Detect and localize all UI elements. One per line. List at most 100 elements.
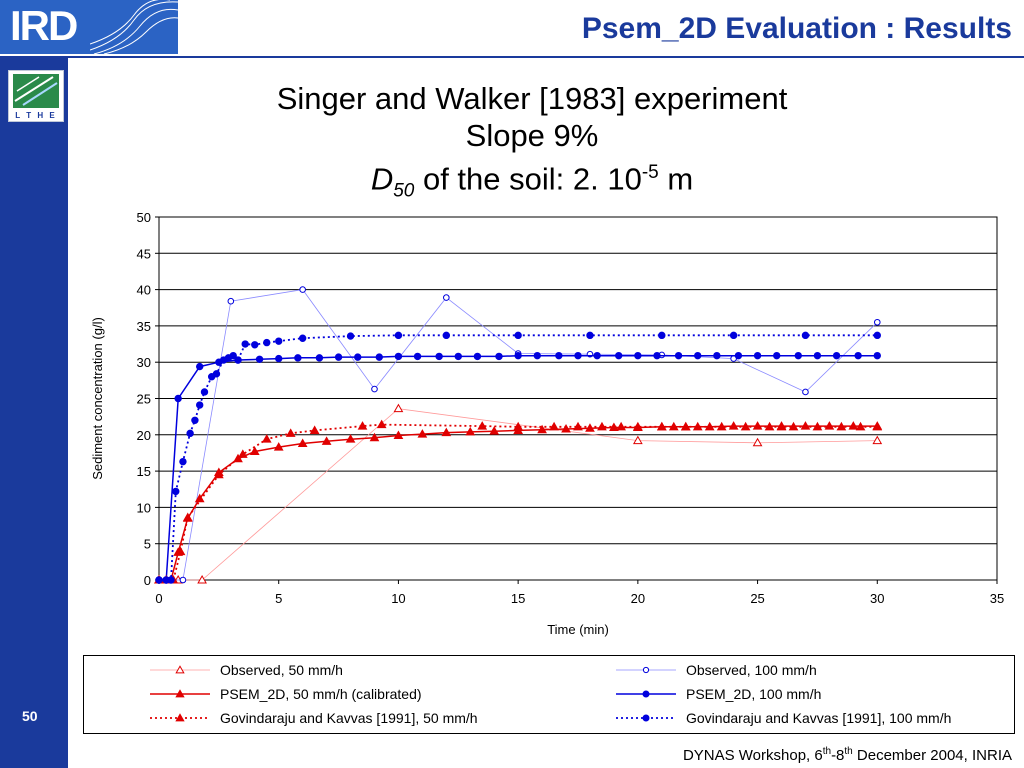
x-tick-label: 25 [750,591,764,606]
data-point [174,394,182,403]
data-point [513,421,524,431]
x-tick-label: 5 [275,591,282,606]
data-point [729,331,738,340]
data-point [179,457,187,466]
data-point [740,421,751,431]
data-point [186,429,194,438]
data-point [873,351,881,360]
data-point [234,356,242,364]
data-point [533,351,541,360]
data-point [376,419,387,429]
data-point [227,297,235,305]
data-point [794,351,802,360]
chart-title: Singer and Walker [1983] experiment Slop… [150,80,914,210]
x-tick-label: 35 [990,591,1004,606]
data-point [321,436,332,445]
data-point [473,352,482,361]
ird-logo-text: IRD [10,2,78,49]
data-point [299,286,306,293]
data-point [369,432,380,442]
chart-title-line1: Singer and Walker [1983] experiment [276,81,788,116]
page-title: Psem_2D Evaluation : Results [581,12,1012,45]
data-point [298,334,307,342]
data-point [191,416,199,424]
data-point [802,388,809,396]
data-point [668,421,679,431]
data-point [692,421,703,431]
data-point [713,351,721,360]
data-point [764,421,775,431]
data-point [167,576,175,584]
footer-mid: -8 [831,747,845,764]
data-point [413,352,422,361]
data-point [255,355,264,363]
data-point [694,351,702,360]
data-point [241,340,249,348]
y-tick-label: 20 [137,428,151,443]
data-point [197,574,207,584]
data-point [653,351,661,360]
legend-swatch [150,713,210,722]
data-point [371,385,378,393]
data-point [175,546,186,556]
lthe-logo-text: L T H E [15,111,57,120]
legend-label: Govindaraju and Kavvas [1991], 100 mm/h [686,710,952,726]
sidebar-bar [0,0,68,768]
data-point [175,665,185,674]
data-point [315,354,324,362]
footer-post: December 2004, INRIA [852,747,1012,764]
data-point [394,352,403,361]
data-point [597,421,607,431]
lthe-emblem-icon [13,74,59,108]
legend-swatch [616,714,676,722]
data-point [345,434,356,443]
y-tick-label: 15 [137,464,151,479]
data-point [285,428,296,437]
data-point [172,487,180,496]
legend-swatch [150,665,210,674]
data-point [656,421,667,431]
data-point [573,421,583,431]
data-point [393,403,404,413]
data-point [549,421,559,431]
data-point [249,446,260,455]
slide-number: 50 [22,708,38,724]
footer-sup2: th [844,746,853,757]
series-6 [155,331,881,584]
x-tick-label: 10 [391,591,405,606]
data-point [776,421,787,431]
data-point [294,354,302,362]
data-point [855,421,866,431]
chart-title-line3: D50 of the soil: 2. 10-5 m [150,154,914,210]
data-point [788,421,799,431]
chart-legend: Observed, 50 mm/h Observed, 100 mm/h PSEM_… [83,655,1015,734]
y-tick-label: 10 [137,500,151,515]
lthe-logo: L T H E [8,70,64,122]
y-tick-label: 35 [137,319,151,334]
data-point [465,426,476,436]
data-point [263,338,271,347]
d50-subscript: 50 [393,180,415,202]
data-point [297,438,308,448]
data-point [836,421,847,431]
data-point [175,689,185,698]
unit: m [658,161,694,197]
data-point [824,421,835,430]
data-point [441,427,452,437]
data-point [574,351,582,360]
y-tick-label: 25 [137,392,151,407]
data-point [734,351,743,360]
data-point [801,331,810,340]
x-tick-label: 0 [155,591,162,606]
x-tick-label: 20 [631,591,645,606]
data-point [213,469,224,479]
y-tick-label: 0 [144,573,151,588]
data-point [275,354,283,363]
data-point [555,351,563,360]
data-point [196,401,204,409]
y-tick-label: 30 [137,355,151,370]
data-point [593,351,601,360]
data-point [417,429,428,438]
footer-text: DYNAS Workshop, 6th-8th December 2004, I… [683,746,1012,764]
data-point [261,434,272,443]
